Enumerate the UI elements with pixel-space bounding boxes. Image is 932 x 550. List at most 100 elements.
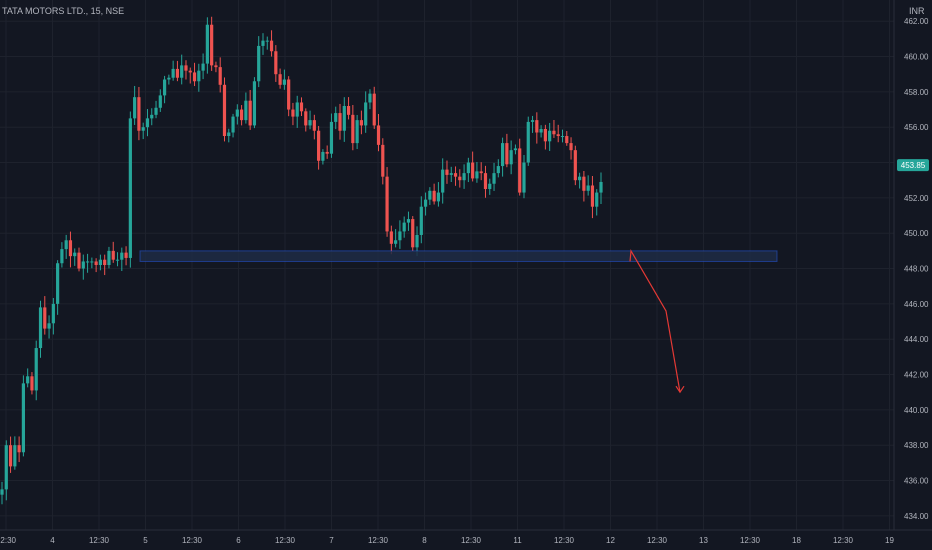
- last-price-tag: 453.85: [897, 159, 929, 172]
- time-tick-label: 19: [885, 536, 894, 545]
- candle-body: [535, 120, 539, 133]
- candle-body: [291, 109, 295, 117]
- candle-body: [90, 261, 94, 263]
- time-tick-label: 12:30: [833, 536, 854, 545]
- candle-body: [8, 445, 13, 467]
- candle-body: [458, 176, 462, 181]
- candle-body: [325, 151, 329, 154]
- candle-body: [351, 114, 355, 144]
- candle-body: [252, 81, 257, 126]
- candle-body: [56, 263, 60, 304]
- candle-body: [240, 109, 244, 121]
- candle-body: [26, 376, 30, 384]
- candle-body: [586, 185, 590, 191]
- candle-body: [205, 24, 209, 64]
- candle-body: [475, 171, 479, 179]
- candle-body: [565, 136, 569, 144]
- candle-body: [51, 303, 55, 324]
- candle-body: [436, 192, 441, 202]
- time-tick-label: 4: [50, 536, 55, 545]
- candle-body: [411, 219, 415, 248]
- candle-body: [376, 125, 381, 145]
- candle-body: [210, 24, 214, 66]
- candle-body: [569, 143, 573, 151]
- candle-body: [312, 120, 316, 131]
- time-tick-label: 12:30: [554, 536, 575, 545]
- candle-body: [81, 261, 85, 269]
- time-tick-label: 5: [143, 536, 148, 545]
- candle-body: [68, 240, 73, 257]
- candle-body: [453, 173, 458, 177]
- candle-body: [449, 173, 453, 175]
- candle-body: [235, 109, 239, 117]
- candle-body: [103, 259, 107, 265]
- candle-body: [530, 120, 535, 122]
- price-tick-label: 444.00: [904, 335, 929, 344]
- candle-body: [17, 445, 21, 453]
- candle-body: [381, 144, 385, 177]
- time-axis[interactable]: 12:30 4 12:30 5 12:30 6 12:30 7 12:30 8 12:30 11 12:…: [0, 536, 894, 545]
- candle-body: [43, 307, 47, 329]
- candle-body: [115, 259, 120, 261]
- currency-label[interactable]: INR: [909, 6, 925, 16]
- candle-body: [368, 93, 372, 103]
- candle-body: [471, 162, 475, 179]
- candles: [0, 16, 603, 505]
- candle-body: [321, 151, 325, 161]
- time-tick-label: 7: [329, 536, 334, 545]
- candle-body: [428, 190, 432, 200]
- candle-body: [505, 143, 509, 165]
- candle-body: [184, 65, 188, 71]
- candle-body: [359, 120, 363, 126]
- candle-body: [21, 383, 25, 453]
- price-axis[interactable]: 434.00 436.00 438.00 440.00 442.00 444.00 446.…: [904, 17, 929, 521]
- candle-body: [513, 148, 518, 151]
- candle-body: [77, 252, 81, 269]
- candle-body: [120, 252, 124, 260]
- candle-body: [479, 171, 483, 174]
- price-tick-label: 440.00: [904, 406, 929, 415]
- candle-body: [64, 240, 68, 250]
- candle-body: [543, 128, 547, 142]
- time-tick-label: 18: [792, 536, 801, 545]
- candle-body: [518, 148, 522, 193]
- price-tick-label: 452.00: [904, 194, 929, 203]
- candle-body: [556, 134, 560, 137]
- candle-body: [197, 70, 201, 82]
- candle-body: [158, 95, 162, 108]
- candle-body: [85, 261, 90, 263]
- candle-body: [419, 206, 423, 235]
- candle-body: [34, 348, 38, 391]
- candle-body: [548, 130, 552, 142]
- time-tick-label: 12: [606, 536, 615, 545]
- candle-body: [38, 307, 43, 349]
- projection-path: [629, 248, 681, 393]
- candle-body: [201, 63, 205, 71]
- candle-body: [231, 116, 235, 133]
- price-tick-label: 448.00: [904, 265, 929, 274]
- candle-body: [500, 143, 505, 167]
- candle-body: [582, 176, 586, 191]
- candle-body: [124, 252, 128, 258]
- candle-body: [171, 68, 175, 78]
- candle-body: [573, 150, 577, 181]
- candle-body: [299, 102, 304, 112]
- candle-body: [599, 181, 603, 193]
- candle-body: [227, 132, 231, 137]
- candle-body: [509, 150, 513, 165]
- time-tick-label: 12:30: [461, 536, 482, 545]
- candle-body: [372, 93, 376, 126]
- candle-body: [389, 231, 393, 244]
- candle-body: [107, 250, 111, 265]
- time-tick-label: 6: [236, 536, 241, 545]
- candle-body: [432, 190, 436, 202]
- candle-body: [180, 65, 184, 78]
- candle-body: [145, 118, 150, 128]
- time-tick-label: 8: [422, 536, 427, 545]
- time-tick-label: 12:30: [368, 536, 389, 545]
- candle-body: [560, 136, 565, 138]
- price-tick-label: 438.00: [904, 441, 929, 450]
- candle-body: [128, 118, 132, 258]
- candle-body: [483, 173, 488, 190]
